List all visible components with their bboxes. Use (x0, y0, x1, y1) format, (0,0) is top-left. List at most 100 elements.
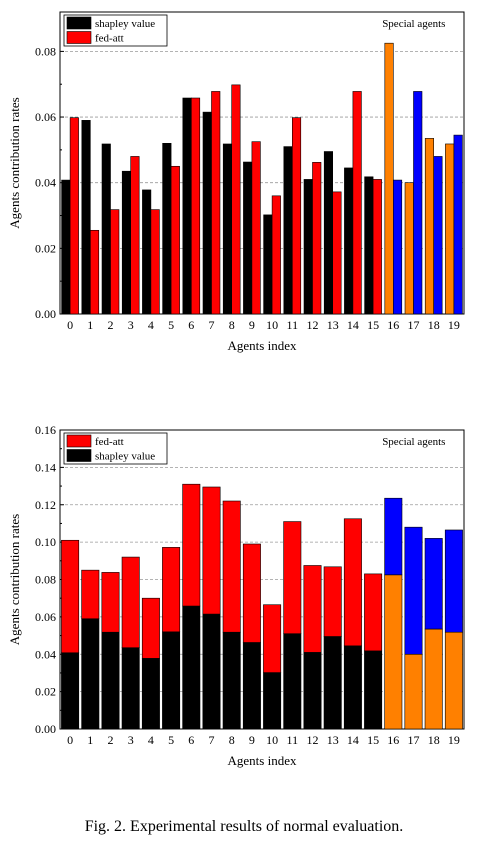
y-axis-title: Agents contribution rates (7, 97, 22, 228)
bar-shapley-value (303, 179, 313, 315)
x-tick-label: 10 (266, 318, 278, 332)
bar-fed-att (141, 597, 160, 659)
bar-shapley-value (343, 645, 362, 730)
bar-fed-att (364, 573, 383, 652)
x-tick-label: 3 (128, 733, 134, 747)
chart-top: 0.000.020.040.060.080 1 2 3 4 5 6 7 8 9 10 11 12 13 14… (7, 11, 465, 353)
bar-fed-att (352, 91, 362, 315)
x-tick-label: 17 (408, 318, 420, 332)
bar-fed-att (384, 497, 403, 576)
bar-shapley-value (364, 176, 374, 315)
x-tick-label: 1 (87, 733, 93, 747)
bar-shapley-value (323, 636, 342, 730)
x-tick-label: 8 (229, 318, 235, 332)
bar-fed-att (202, 486, 221, 615)
x-tick-label: 6 (188, 318, 194, 332)
bar-fed-att (90, 229, 100, 315)
x-tick-label: 10 (266, 733, 278, 747)
bar-shapley-value (121, 647, 140, 730)
bar-fed-att (69, 117, 79, 315)
x-tick-label: 9 (249, 318, 255, 332)
bar-shapley-value (142, 189, 152, 315)
y-tick-label: 0.16 (35, 423, 56, 437)
bar-shapley-value (182, 97, 192, 315)
bar-shapley-value (242, 642, 261, 730)
special-agents-label: Special agents (382, 436, 445, 448)
bar-fed-att (291, 117, 302, 315)
y-tick-label: 0.02 (35, 241, 56, 255)
legend-swatch (66, 434, 92, 448)
x-tick-label: 5 (168, 733, 174, 747)
bar-fed-att (61, 539, 80, 654)
y-tick-label: 0.12 (35, 498, 56, 512)
legend-label: shapley value (95, 18, 155, 30)
legend-label: fed-att (95, 436, 124, 448)
bar-fed-att (170, 165, 180, 315)
bar-fed-att (182, 483, 201, 607)
bar-fed-att (271, 195, 281, 315)
y-tick-label: 0.00 (35, 722, 56, 736)
bar-fed-att (191, 97, 201, 315)
bar-fed-att (251, 141, 261, 315)
x-tick-label: 2 (108, 318, 114, 332)
y-tick-label: 0.04 (35, 647, 56, 661)
x-tick-label: 4 (148, 318, 154, 332)
bar-fed-att (332, 191, 342, 315)
x-axis-title: Agents index (228, 753, 297, 768)
legend-label: fed-att (95, 33, 124, 45)
chart-bottom: 0.000.020.040.060.080.100.120.140.160 1 2 3… (7, 423, 465, 768)
bar-fed-att (392, 179, 403, 315)
x-tick-label: 6 (188, 733, 194, 747)
bar-fed-att (101, 572, 120, 633)
x-tick-label: 13 (327, 733, 339, 747)
legend-label: shapley value (95, 451, 155, 463)
bar-shapley-value (445, 143, 455, 315)
bar-fed-att (343, 518, 362, 647)
x-tick-label: 11 (287, 318, 299, 332)
x-tick-label: 9 (249, 733, 255, 747)
x-tick-label: 7 (209, 733, 215, 747)
bar-fed-att (372, 179, 382, 315)
y-tick-label: 0.10 (35, 535, 56, 549)
bar-shapley-value (424, 138, 435, 315)
bar-shapley-value (404, 182, 414, 315)
y-tick-label: 0.08 (35, 44, 56, 58)
y-tick-label: 0.06 (35, 610, 56, 624)
y-tick-label: 0.14 (35, 460, 56, 474)
bar-shapley-value (182, 605, 201, 730)
x-tick-label: 12 (307, 318, 319, 332)
x-tick-label: 19 (448, 733, 460, 747)
bar-fed-att (453, 134, 463, 315)
bar-shapley-value (283, 146, 293, 315)
x-tick-label: 4 (148, 733, 154, 747)
y-tick-label: 0.06 (35, 110, 56, 124)
x-tick-label: 16 (387, 733, 399, 747)
bar-fed-att (162, 547, 181, 633)
bar-shapley-value (344, 167, 354, 315)
bar-shapley-value (364, 650, 383, 730)
x-tick-label: 15 (367, 733, 379, 747)
bar-shapley-value (404, 653, 423, 730)
plot-frame (59, 11, 465, 315)
bar-shapley-value (61, 652, 80, 730)
x-tick-label: 17 (408, 733, 420, 747)
bar-fed-att (110, 209, 120, 315)
x-tick-label: 11 (287, 733, 299, 747)
x-tick-label: 0 (67, 733, 73, 747)
bar-shapley-value (384, 42, 394, 315)
bar-shapley-value (162, 143, 172, 315)
bar-fed-att (312, 162, 322, 315)
legend-swatch (66, 31, 92, 44)
bar-fed-att (231, 84, 241, 315)
bar-shapley-value (141, 658, 160, 730)
y-tick-label: 0.00 (35, 307, 56, 321)
bar-fed-att (211, 91, 221, 315)
bar-shapley-value (222, 631, 241, 730)
x-axis-title: Agents index (228, 338, 297, 353)
bar-fed-att (424, 538, 443, 630)
bar-shapley-value (101, 631, 120, 730)
bar-shapley-value (263, 672, 282, 730)
bar-shapley-value (384, 574, 403, 730)
x-tick-label: 1 (87, 318, 93, 332)
